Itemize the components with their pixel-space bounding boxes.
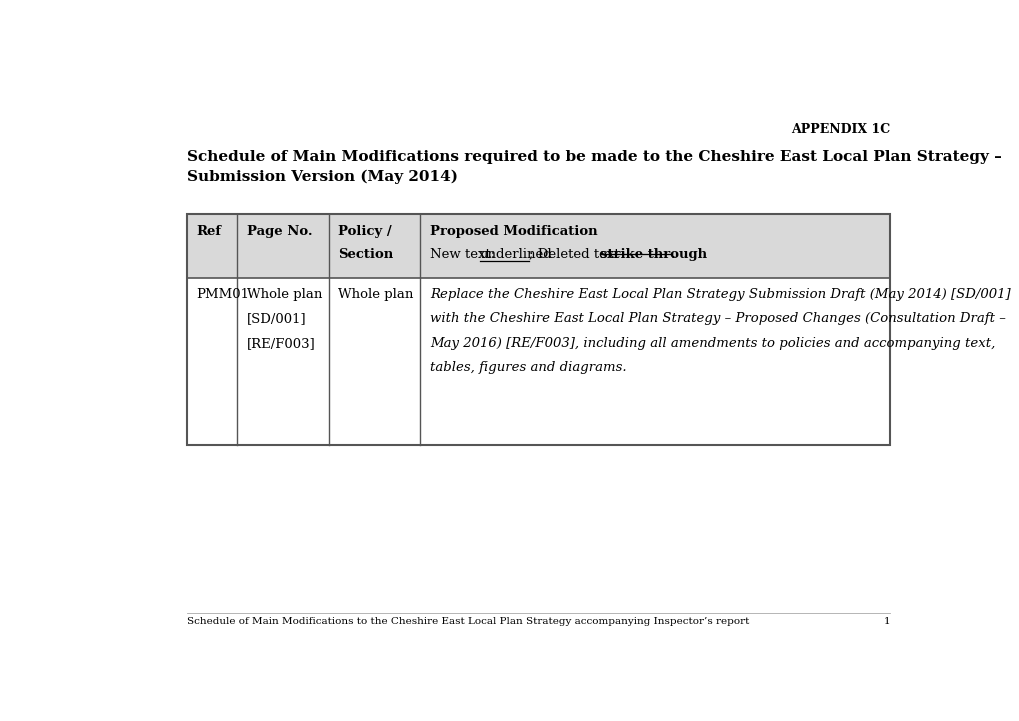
Text: PMM01: PMM01 <box>196 288 249 301</box>
Bar <box>186 214 890 278</box>
Text: 1: 1 <box>882 617 890 627</box>
Text: Whole plan: Whole plan <box>338 288 414 301</box>
Text: Section: Section <box>338 247 393 260</box>
Text: [SD/001]: [SD/001] <box>247 312 307 325</box>
Text: Schedule of Main Modifications to the Cheshire East Local Plan Strategy accompan: Schedule of Main Modifications to the Ch… <box>186 617 748 627</box>
Text: Whole plan: Whole plan <box>247 288 322 301</box>
Text: Replace the Cheshire East Local Plan Strategy Submission Draft (May 2014) [SD/00: Replace the Cheshire East Local Plan Str… <box>429 288 1010 301</box>
Text: tables, figures and diagrams.: tables, figures and diagrams. <box>429 361 626 374</box>
Text: Ref: Ref <box>196 225 221 239</box>
Text: ; Deleted text: ; Deleted text <box>528 247 623 260</box>
Text: Submission Version (May 2014): Submission Version (May 2014) <box>186 169 458 184</box>
Text: Schedule of Main Modifications required to be made to the Cheshire East Local Pl: Schedule of Main Modifications required … <box>186 151 1001 164</box>
Text: Page No.: Page No. <box>247 225 312 239</box>
Text: strike through: strike through <box>599 247 706 260</box>
Text: Proposed Modification: Proposed Modification <box>429 225 597 239</box>
Text: May 2016) [RE/F003], including all amendments to policies and accompanying text,: May 2016) [RE/F003], including all amend… <box>429 337 995 350</box>
Bar <box>186 278 890 445</box>
Text: .: . <box>671 247 675 260</box>
Text: APPENDIX 1C: APPENDIX 1C <box>791 123 890 136</box>
Text: Policy /: Policy / <box>338 225 391 239</box>
Text: New text:: New text: <box>429 247 499 260</box>
Text: with the Cheshire East Local Plan Strategy – Proposed Changes (Consultation Draf: with the Cheshire East Local Plan Strate… <box>429 312 1005 325</box>
Text: [RE/F003]: [RE/F003] <box>247 337 315 350</box>
Bar <box>186 214 890 445</box>
Text: underlined: underlined <box>479 247 552 260</box>
